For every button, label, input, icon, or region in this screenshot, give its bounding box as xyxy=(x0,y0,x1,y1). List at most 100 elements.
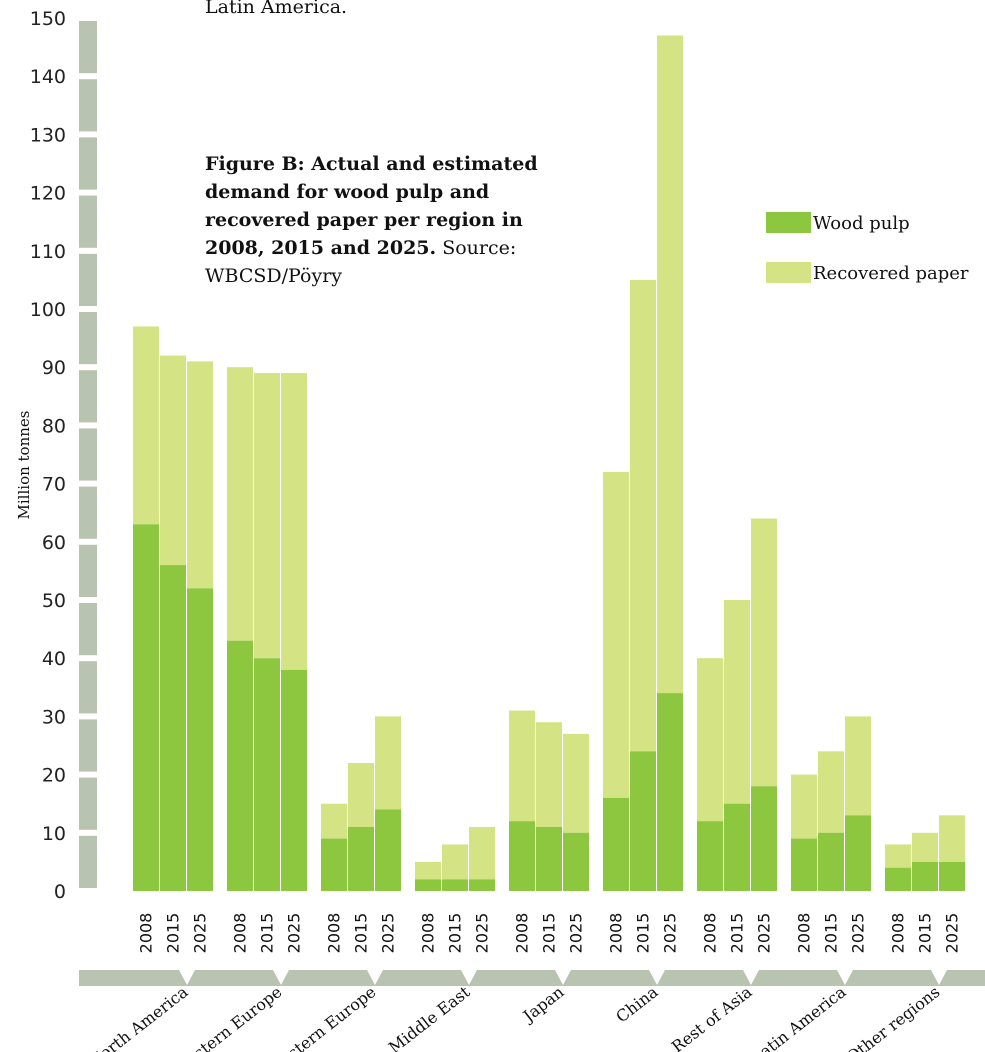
bar-group xyxy=(133,35,965,891)
bar-wood-pulp xyxy=(791,838,817,891)
bar-wood-pulp xyxy=(563,832,589,891)
region-notch xyxy=(743,970,759,985)
x-year-label: 2008 xyxy=(607,913,626,954)
figure-caption: Figure B: Actual and estimated demand fo… xyxy=(205,150,575,290)
x-year-label: 2008 xyxy=(231,913,250,954)
bar-recovered-paper xyxy=(697,658,723,822)
bar-recovered-paper xyxy=(509,710,535,822)
bar-wood-pulp xyxy=(939,861,965,891)
region-label: Middle East xyxy=(385,982,474,1052)
x-year-label: 2008 xyxy=(795,913,814,954)
region-notch xyxy=(461,970,477,985)
x-year-label: 2025 xyxy=(661,913,680,954)
bar-recovered-paper xyxy=(657,35,683,694)
region-label: North America xyxy=(85,982,192,1052)
y-tick-label: 20 xyxy=(42,765,66,787)
bar-recovered-paper xyxy=(469,826,495,880)
y-axis-segment xyxy=(79,79,97,132)
bar-wood-pulp xyxy=(227,640,253,891)
x-year-label: 2015 xyxy=(728,913,747,954)
bar-recovered-paper xyxy=(281,373,307,670)
bar-wood-pulp xyxy=(509,821,535,891)
y-tick-label: 130 xyxy=(30,124,66,146)
x-axis-band xyxy=(79,970,985,986)
bar-recovered-paper xyxy=(912,832,938,862)
x-year-label: 2015 xyxy=(164,913,183,954)
y-axis-segment xyxy=(79,195,97,248)
y-axis-segment xyxy=(79,777,97,830)
x-year-label: 2008 xyxy=(137,913,156,954)
bar-wood-pulp xyxy=(536,826,562,891)
x-axis: 2008 2015 2025 2008 2015 2025 2008 2015 2025 2008… xyxy=(79,913,985,1052)
x-year-label: 2025 xyxy=(285,913,304,954)
x-year-label: 2015 xyxy=(540,913,559,954)
bar-recovered-paper xyxy=(630,279,656,752)
bar-recovered-paper xyxy=(227,367,253,641)
y-axis-segment xyxy=(79,137,97,190)
x-year-label: 2015 xyxy=(258,913,277,954)
bar-wood-pulp xyxy=(415,879,441,891)
region-label: Western Europe xyxy=(171,982,286,1052)
legend-label: Recovered paper xyxy=(813,263,969,284)
bar-wood-pulp xyxy=(254,658,280,891)
region-notch xyxy=(367,970,383,985)
x-year-label: 2015 xyxy=(822,913,841,954)
region-notch xyxy=(555,970,571,985)
x-year-label: 2008 xyxy=(513,913,532,954)
y-axis-segment xyxy=(79,428,97,481)
bar-wood-pulp xyxy=(657,693,683,891)
bar-wood-pulp xyxy=(133,524,159,891)
y-tick-label: 120 xyxy=(30,183,66,205)
bar-recovered-paper xyxy=(939,815,965,862)
legend-swatch xyxy=(766,262,811,283)
x-year-label: 2025 xyxy=(191,913,210,954)
bar-recovered-paper xyxy=(603,471,629,798)
y-tick-label: 150 xyxy=(30,8,66,30)
y-tick-label: 30 xyxy=(42,706,66,728)
bar-recovered-paper xyxy=(442,844,468,880)
y-axis: 0 10 20 30 40 50 60 70 80 90 100 110 120 130 140 150 Mil… xyxy=(15,8,97,903)
bar-wood-pulp xyxy=(630,751,656,891)
x-year-label: 2015 xyxy=(446,913,465,954)
x-year-label: 2015 xyxy=(916,913,935,954)
bar-recovered-paper xyxy=(375,716,401,810)
x-year-label: 2025 xyxy=(567,913,586,954)
bar-recovered-paper xyxy=(845,716,871,816)
bar-wood-pulp xyxy=(375,809,401,891)
y-axis-segment xyxy=(79,21,97,74)
region-notch xyxy=(837,970,853,985)
x-year-label: 2008 xyxy=(419,913,438,954)
bar-recovered-paper xyxy=(348,762,374,827)
legend-swatch xyxy=(766,212,811,233)
y-axis-segment xyxy=(79,370,97,423)
region-label: Latin America xyxy=(747,982,849,1052)
bar-wood-pulp xyxy=(751,786,777,891)
region-label: Other regions xyxy=(843,982,943,1052)
y-axis-segment xyxy=(79,486,97,539)
y-tick-label: 50 xyxy=(42,590,66,612)
region-notch xyxy=(649,970,665,985)
bar-recovered-paper xyxy=(724,600,750,804)
bar-recovered-paper xyxy=(818,751,844,833)
caption-title: Figure B: Actual and estimated demand fo… xyxy=(205,153,538,259)
x-year-label: 2025 xyxy=(849,913,868,954)
bar-wood-pulp xyxy=(442,879,468,891)
bar-wood-pulp xyxy=(818,832,844,891)
bar-wood-pulp xyxy=(281,669,307,891)
x-year-label: 2008 xyxy=(325,913,344,954)
x-year-label: 2025 xyxy=(379,913,398,954)
region-notch xyxy=(273,970,289,985)
y-axis-title: Million tonnes xyxy=(15,411,33,520)
y-tick-label: 40 xyxy=(42,648,66,670)
y-axis-segment xyxy=(79,835,97,888)
bar-recovered-paper xyxy=(791,774,817,839)
y-axis-segment xyxy=(79,544,97,597)
bar-recovered-paper xyxy=(254,373,280,659)
x-year-label: 2025 xyxy=(755,913,774,954)
y-tick-label: 140 xyxy=(30,66,66,88)
y-tick-label: 10 xyxy=(42,823,66,845)
caption-source: Source: WBCSD/Pöyry xyxy=(205,237,517,287)
x-year-label: 2025 xyxy=(473,913,492,954)
bar-recovered-paper xyxy=(187,361,213,589)
